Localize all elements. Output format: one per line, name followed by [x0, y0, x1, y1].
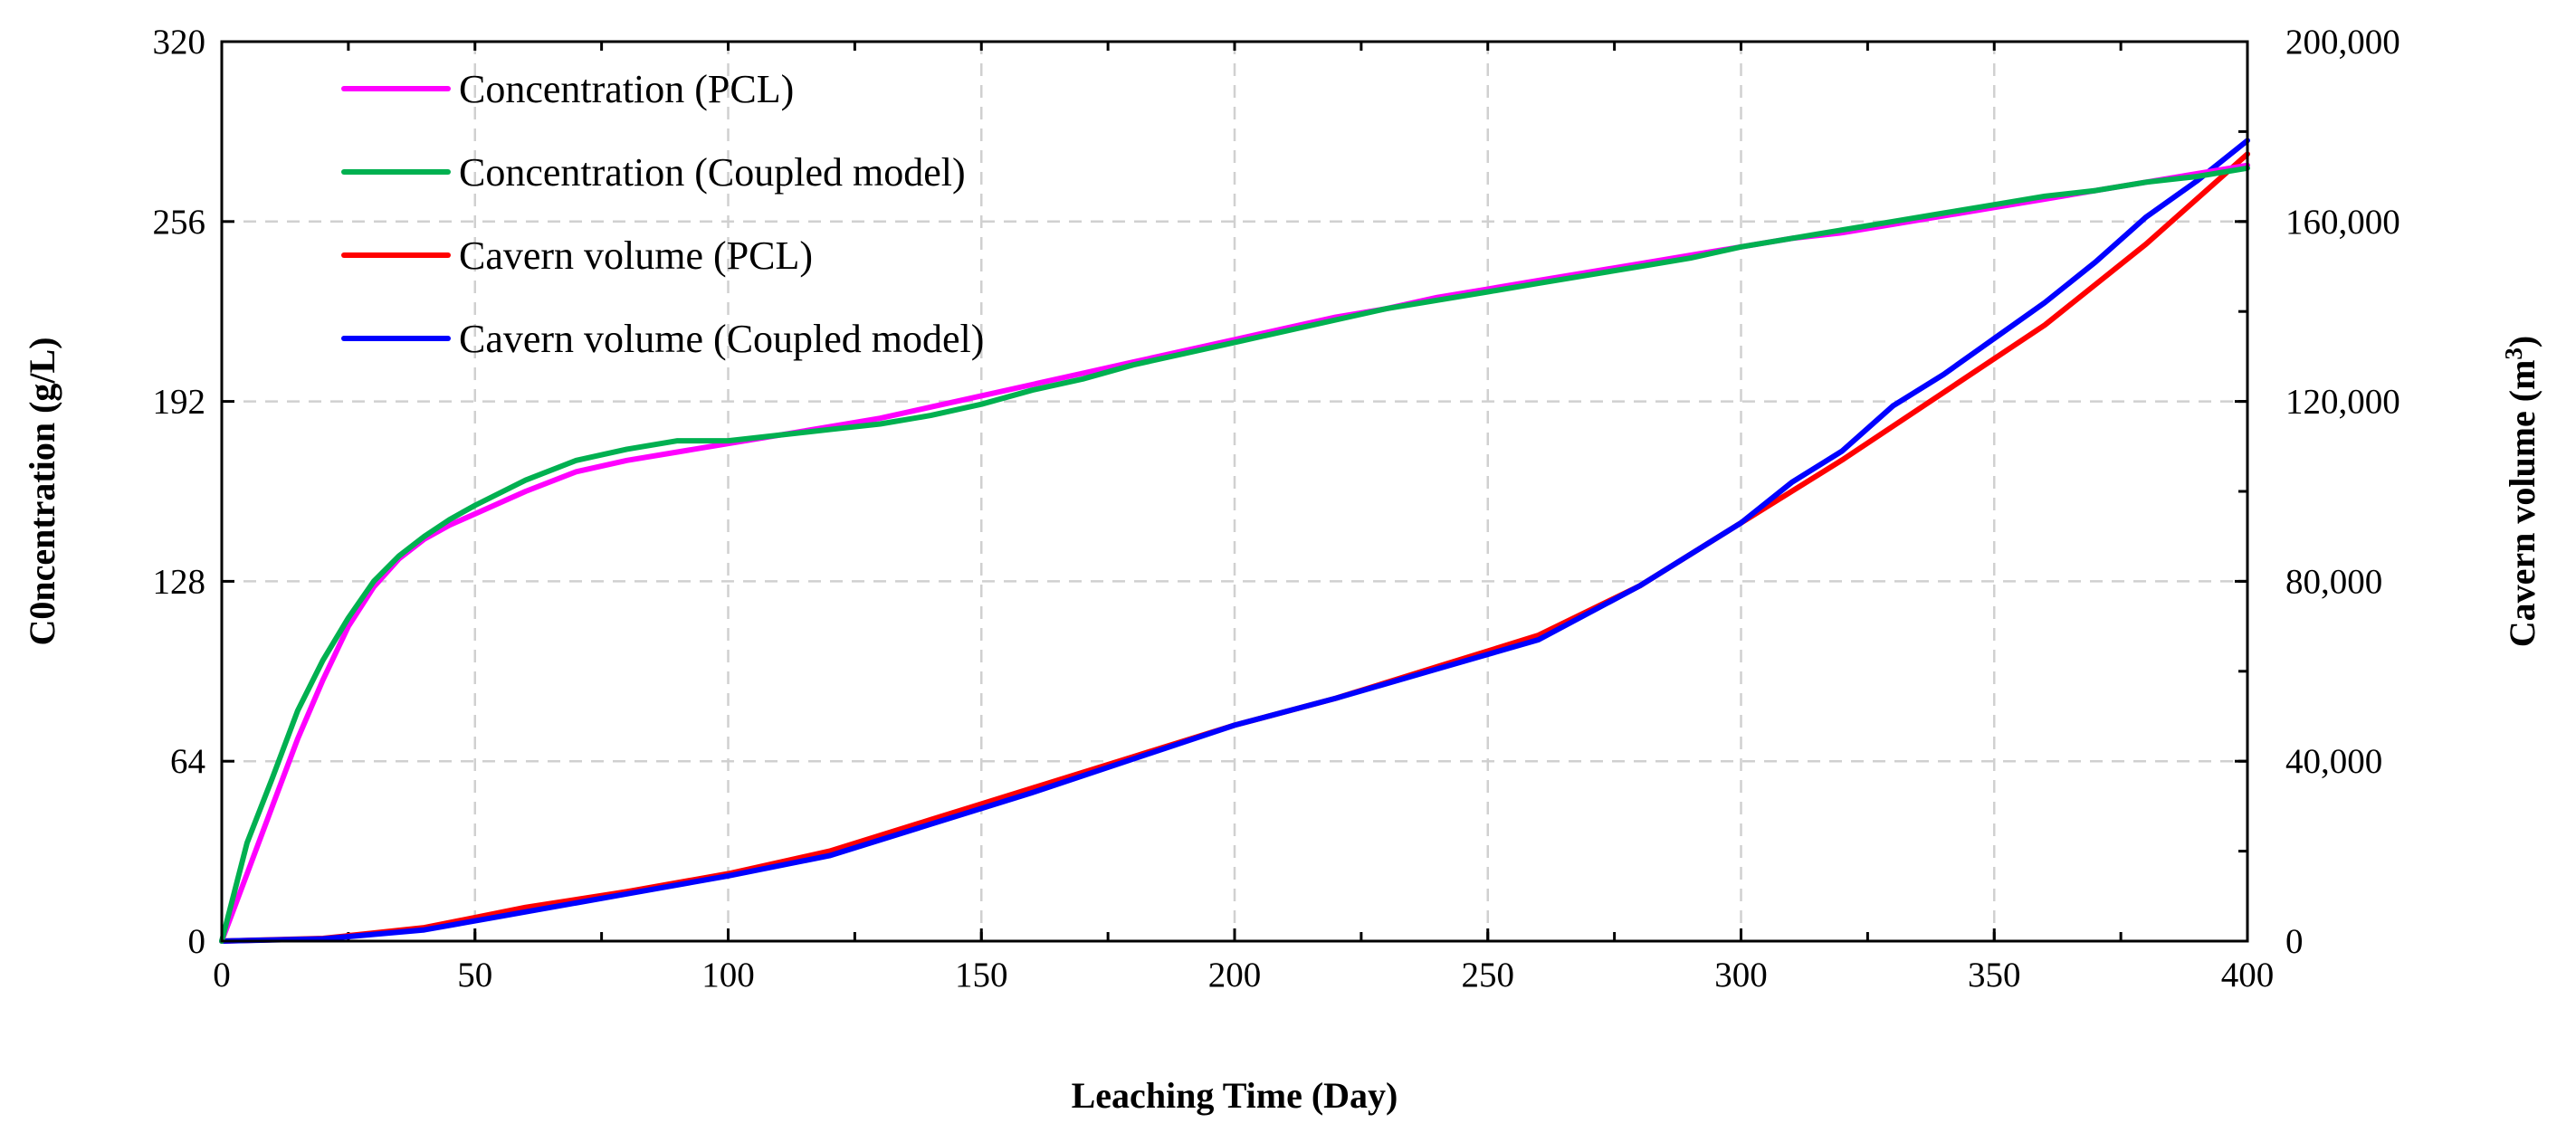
y-right-axis-title-base: Cavern volume (m: [2502, 360, 2543, 648]
y-right-axis-title-close: ): [2502, 336, 2543, 347]
y-left-tick-label: 64: [170, 742, 205, 781]
y-left-tick-label: 320: [153, 23, 206, 62]
y-right-tick-label: 0: [2285, 922, 2304, 961]
series-layer: [219, 138, 2250, 944]
y-right-axis-title-sup: 3: [2500, 347, 2527, 360]
x-tick-label: 250: [1462, 956, 1515, 994]
plot-frame: [220, 40, 2249, 943]
series-line-cavern-volume-coupled-model: [219, 138, 2250, 944]
tick-label-layer: 0 50 100 150 200 250 300 350 400 0 64 128 192 256 320 0…: [153, 23, 2400, 994]
legend-label-cavern-volume-coupled-model: Cavern volume (Coupled model): [459, 317, 984, 361]
y-right-tick-label: 40,000: [2285, 742, 2382, 781]
y-right-tick-label: 80,000: [2285, 562, 2382, 601]
x-axis-title: Leaching Time (Day): [1072, 1075, 1398, 1116]
x-tick-label: 350: [1968, 956, 2021, 994]
x-tick-label: 400: [2221, 956, 2275, 994]
series-line-concentration-coupled-model: [219, 165, 2250, 944]
x-tick-label: 200: [1208, 956, 1262, 994]
x-tick-label: 100: [701, 956, 755, 994]
grid-layer: [222, 42, 2247, 941]
x-tick-label: 0: [213, 956, 231, 994]
y-left-axis-title: C0ncentration (g/L): [22, 337, 62, 645]
y-right-axis-title: Cavern volume (m3): [2500, 336, 2543, 648]
y-left-tick-label: 192: [153, 383, 206, 422]
x-tick-label: 50: [457, 956, 492, 994]
y-left-tick-label: 128: [153, 562, 206, 601]
y-left-tick-label: 0: [188, 922, 206, 961]
y-right-tick-label: 120,000: [2285, 383, 2400, 422]
y-right-tick-label: 200,000: [2285, 23, 2400, 62]
legend-label-cavern-volume-pcl: Cavern volume (PCL): [459, 233, 813, 278]
x-tick-label: 150: [955, 956, 1008, 994]
y-right-tick-label: 160,000: [2285, 203, 2400, 242]
legend-label-concentration-pcl: Concentration (PCL): [459, 67, 794, 111]
x-tick-label: 300: [1714, 956, 1768, 994]
legend: Concentration (PCL) Concentration (Couple…: [341, 67, 984, 361]
legend-label-concentration-coupled-model: Concentration (Coupled model): [459, 150, 966, 195]
y-left-tick-label: 256: [153, 203, 206, 242]
